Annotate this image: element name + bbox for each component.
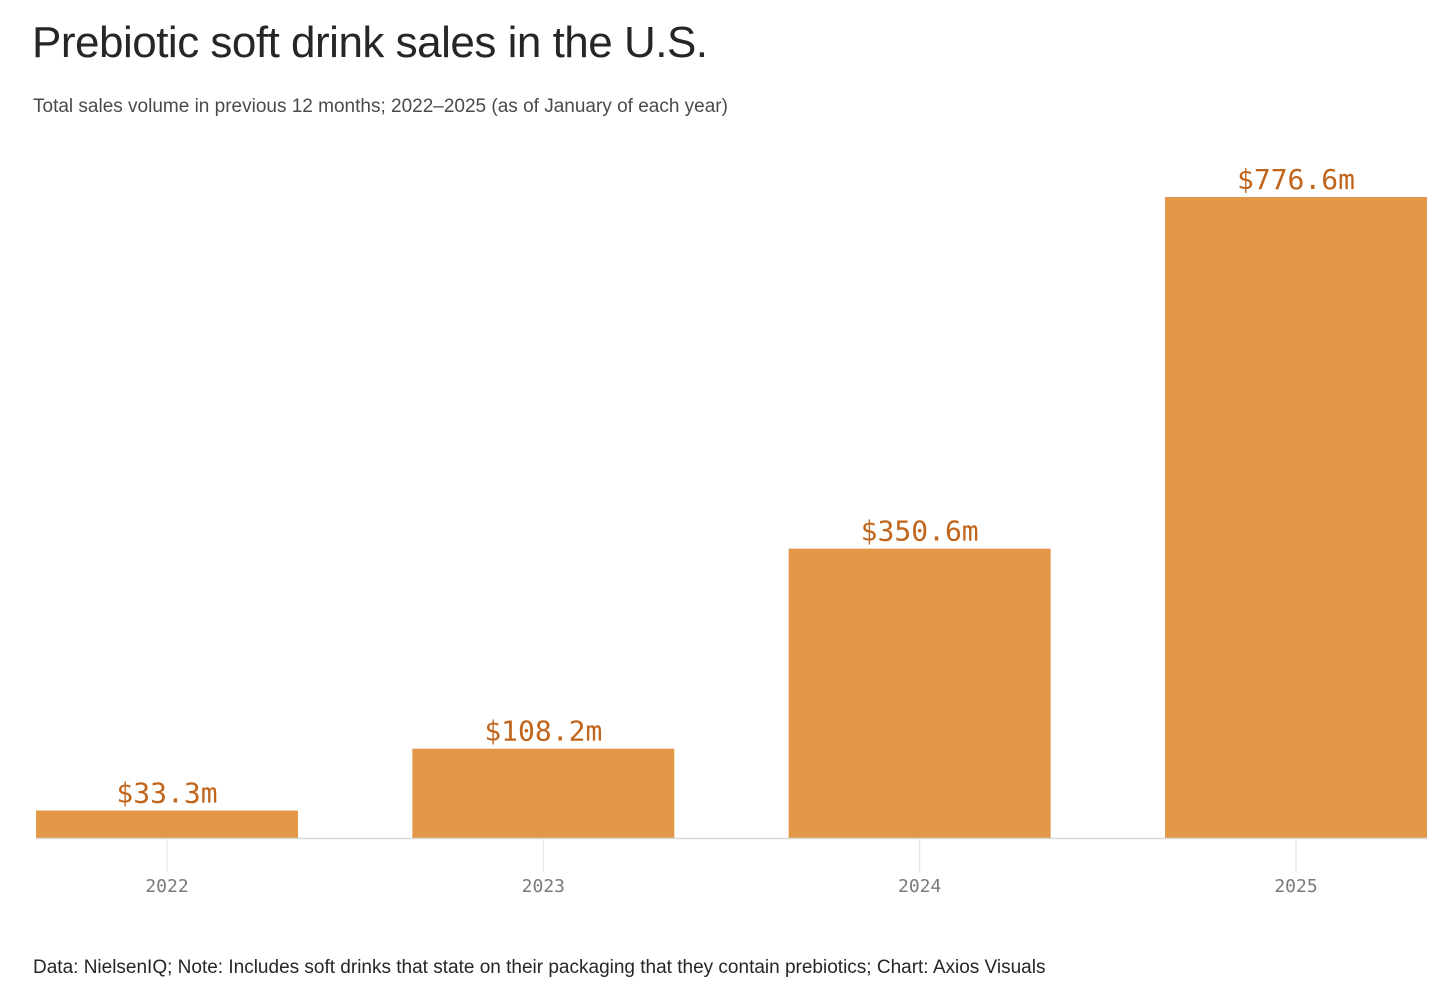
bar-2022 <box>36 810 298 838</box>
bar-2025 <box>1165 197 1427 838</box>
value-label-2025: $776.6m <box>1237 163 1355 196</box>
bars-group <box>36 197 1427 838</box>
value-label-2022: $33.3m <box>116 777 217 810</box>
x-tick-label-2022: 2022 <box>145 876 188 897</box>
source-note: Data: NielsenIQ; Note: Includes soft dri… <box>33 957 1046 978</box>
x-tick-labels-group: 2022 2023 2024 2025 <box>145 876 1317 897</box>
value-label-2023: $108.2m <box>484 715 602 748</box>
value-label-2024: $350.6m <box>861 515 979 548</box>
x-tick-label-2023: 2023 <box>522 876 565 897</box>
value-labels-group: $33.3m $108.2m $350.6m $776.6m <box>116 163 1355 810</box>
tick-lines <box>166 838 1297 872</box>
x-tick-label-2025: 2025 <box>1274 876 1317 897</box>
x-tick-label-2024: 2024 <box>898 876 941 897</box>
bar-2024 <box>788 548 1051 838</box>
bar-2023 <box>412 748 675 838</box>
chart-subtitle: Total sales volume in previous 12 months… <box>33 96 728 117</box>
chart-title: Prebiotic soft drink sales in the U.S. <box>32 18 708 67</box>
